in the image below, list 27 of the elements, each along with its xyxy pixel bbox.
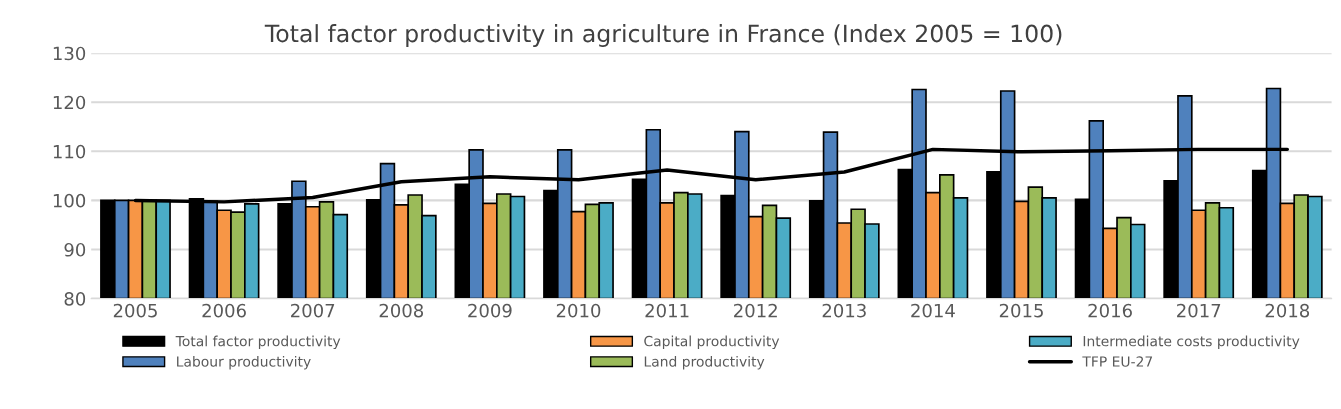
legend-label: TFP EU-27	[1082, 356, 1153, 367]
x-tick-label: 2015	[999, 303, 1043, 318]
legend-label: Intermediate costs productivity	[1083, 335, 1300, 350]
legend-label: Land productivity	[644, 356, 765, 370]
legend-label: Total factor productivity	[175, 335, 341, 350]
y-tick-label: 100	[53, 193, 86, 208]
x-tick-label: 2013	[822, 303, 866, 318]
x-tick-label: 2005	[113, 303, 157, 318]
y-tick-label: 80	[64, 292, 86, 306]
legend-label: Labour productivity	[177, 356, 311, 370]
x-tick-label: 2012	[734, 303, 777, 318]
chart-title: Total factor productivity in agriculture in France (Index 2005 = 100)	[264, 24, 1062, 47]
y-tick-label: 110	[53, 144, 86, 159]
legend-label: Capital productivity	[644, 335, 780, 350]
y-tick-label: 130	[53, 46, 86, 61]
x-tick-label: 2006	[202, 303, 246, 318]
x-tick-label: 2014	[911, 303, 955, 318]
y-tick-label: 120	[53, 95, 86, 110]
x-tick-label: 2017	[1177, 303, 1221, 318]
x-tick-label: 2011	[645, 303, 689, 318]
y-tick-label: 90	[64, 242, 86, 257]
x-tick-label: 2009	[468, 303, 512, 318]
x-tick-label: 2018	[1265, 303, 1310, 318]
x-tick-label: 2008	[379, 303, 424, 318]
x-tick-label: 2016	[1088, 303, 1132, 318]
x-tick-label: 2007	[291, 303, 335, 318]
x-tick-label: 2010	[556, 303, 601, 318]
